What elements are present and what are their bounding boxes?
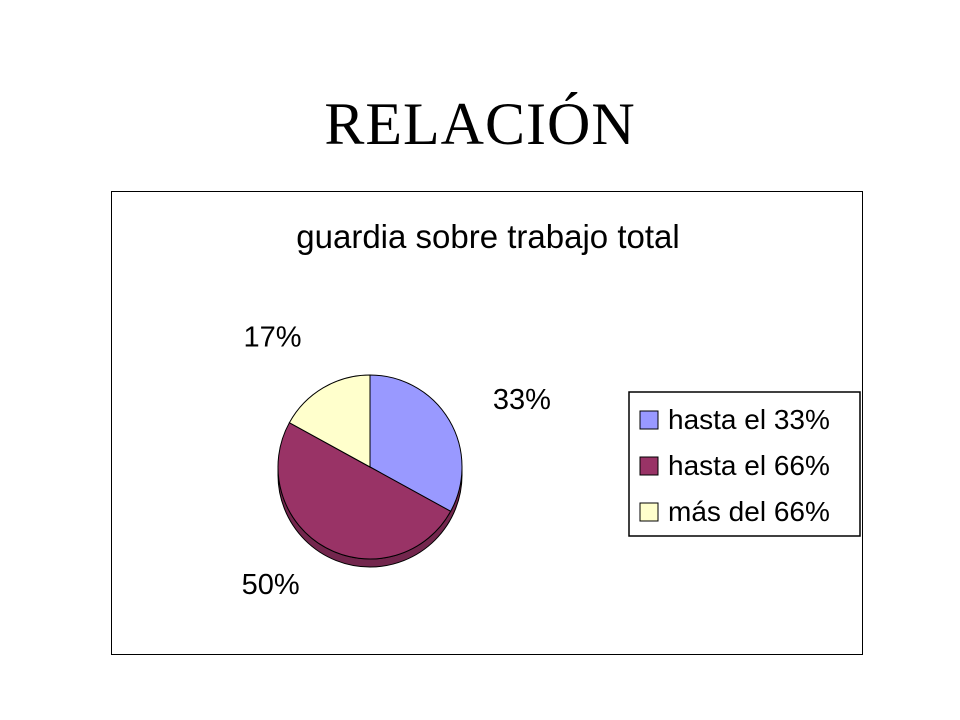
slide-title: RELACIÓN	[324, 91, 636, 157]
slice-label-3: 17%	[243, 322, 301, 354]
legend-items: hasta el 33% hasta el 66% más del 66%	[639, 404, 830, 527]
pie-chart: guardia sobre trabajo total 33% 50% 17% ha…	[242, 218, 861, 601]
slice-label-1: 33%	[493, 384, 551, 416]
legend-box	[628, 391, 861, 537]
legend-swatch-2	[639, 456, 659, 476]
pie-slice-2	[277, 421, 452, 560]
slice-label-2: 50%	[242, 569, 300, 601]
legend: hasta el 33% hasta el 66% más del 66%	[628, 391, 861, 537]
chart-title: guardia sobre trabajo total	[296, 218, 679, 255]
legend-swatch-3	[639, 502, 659, 522]
pie-labels: 33% 50% 17%	[242, 322, 551, 601]
legend-label-2: hasta el 66%	[668, 450, 830, 481]
legend-label-3: más del 66%	[668, 496, 830, 527]
pie-slice-1	[369, 374, 463, 513]
chart-frame: guardia sobre trabajo total 33% 50% 17% ha…	[111, 191, 863, 655]
legend-label-1: hasta el 33%	[668, 404, 830, 435]
legend-swatch-1	[639, 410, 659, 430]
pie-slices	[277, 374, 463, 560]
pie-slice-3	[288, 374, 371, 468]
